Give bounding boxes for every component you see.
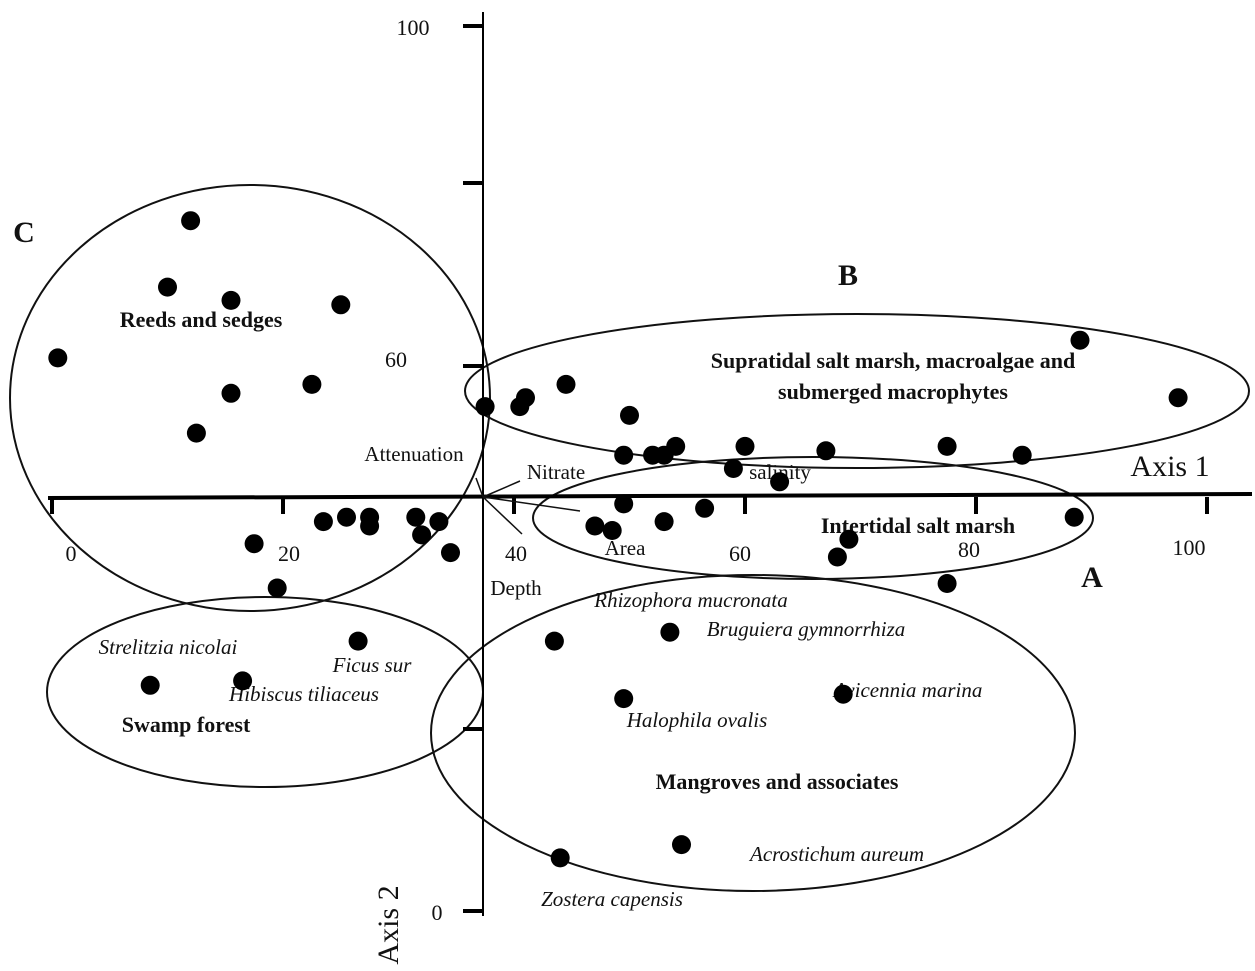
data-point bbox=[1012, 445, 1032, 465]
y-axis-title: Axis 2 bbox=[372, 885, 405, 964]
data-point bbox=[816, 441, 836, 461]
group-letter-b: B bbox=[838, 259, 858, 292]
species-label: Zostera capensis bbox=[541, 887, 683, 911]
data-point bbox=[1168, 388, 1188, 408]
species-label: Ficus sur bbox=[332, 653, 413, 677]
vector-nitrate bbox=[482, 480, 521, 498]
points-layer bbox=[48, 211, 1188, 868]
x-ticks bbox=[50, 497, 1209, 514]
data-point bbox=[672, 835, 691, 855]
data-point bbox=[620, 405, 639, 425]
data-point bbox=[475, 397, 495, 417]
data-point bbox=[550, 848, 570, 868]
data-point bbox=[186, 423, 206, 443]
data-point bbox=[331, 295, 351, 315]
data-point bbox=[158, 277, 177, 297]
group-label-swamp-forest: Swamp forest bbox=[122, 712, 251, 737]
env-label-depth: Depth bbox=[490, 576, 542, 600]
data-point bbox=[1064, 507, 1084, 527]
data-point bbox=[654, 512, 674, 532]
data-point bbox=[302, 374, 322, 394]
group-letter-a: A bbox=[1081, 561, 1103, 594]
y-tick-label: 100 bbox=[397, 15, 430, 40]
data-point bbox=[556, 374, 576, 394]
env-label-nitrate: Nitrate bbox=[527, 460, 585, 484]
vector-depth bbox=[482, 496, 523, 535]
data-point bbox=[181, 211, 201, 231]
x-tick-label: 100 bbox=[1173, 535, 1206, 560]
group-label-mangroves: Mangroves and associates bbox=[656, 769, 899, 794]
data-point bbox=[337, 507, 356, 527]
species-label: Hibiscus tiliaceus bbox=[228, 682, 379, 706]
data-point bbox=[614, 494, 634, 514]
x-tick-label: 60 bbox=[729, 541, 751, 566]
data-point bbox=[585, 516, 605, 536]
species-label: Halophila ovalis bbox=[626, 708, 768, 732]
data-point bbox=[833, 684, 853, 704]
data-point bbox=[666, 436, 686, 456]
data-point bbox=[735, 436, 755, 456]
y-ticks bbox=[463, 24, 483, 913]
data-point bbox=[441, 543, 460, 563]
data-point bbox=[429, 512, 449, 532]
stray-tick-label: 60 bbox=[385, 347, 407, 372]
species-label: Strelitzia nicolai bbox=[99, 635, 238, 659]
data-point bbox=[244, 534, 264, 554]
data-point bbox=[348, 631, 368, 651]
group-label-reeds: Reeds and sedges bbox=[120, 307, 283, 332]
data-point bbox=[660, 622, 680, 642]
vector-attenuation bbox=[475, 477, 484, 498]
data-point bbox=[1070, 330, 1090, 350]
data-point bbox=[827, 547, 847, 567]
group-label-supratidal: Supratidal salt marsh, macroalgae and sub… bbox=[711, 348, 1075, 404]
data-point bbox=[937, 436, 957, 456]
species-label: Avicennia marina bbox=[832, 678, 983, 702]
x-axis-title: Axis 1 bbox=[1130, 450, 1209, 483]
species-label: Acrostichum aureum bbox=[748, 842, 924, 866]
data-point bbox=[221, 383, 241, 403]
ellipse-supratidal bbox=[464, 313, 1250, 469]
species-label: Rhizophora mucronata bbox=[593, 588, 787, 612]
data-point bbox=[937, 574, 957, 593]
x-tick-label: 20 bbox=[278, 541, 300, 566]
data-point bbox=[695, 498, 715, 518]
x-axis bbox=[47, 492, 1253, 500]
data-point bbox=[614, 445, 634, 465]
environmental-vectors bbox=[475, 477, 581, 535]
y-tick-label: 0 bbox=[432, 900, 443, 925]
env-label-attenuation: Attenuation bbox=[364, 442, 464, 466]
vector-salinity bbox=[482, 496, 581, 512]
data-point bbox=[770, 472, 790, 492]
data-point bbox=[412, 525, 432, 545]
data-point bbox=[602, 521, 622, 540]
data-point bbox=[313, 512, 333, 532]
env-label-area: Area bbox=[605, 536, 646, 560]
data-point bbox=[406, 507, 426, 527]
data-point bbox=[221, 290, 241, 310]
ellipse-intertidal bbox=[532, 456, 1094, 580]
data-point bbox=[233, 671, 253, 691]
data-point bbox=[723, 459, 743, 478]
data-point bbox=[614, 689, 634, 709]
data-point bbox=[267, 578, 287, 598]
group-letter-c: C bbox=[13, 216, 35, 249]
data-point bbox=[839, 529, 859, 549]
data-point bbox=[140, 675, 160, 695]
data-point bbox=[544, 631, 564, 651]
data-point bbox=[510, 397, 530, 417]
x-tick-label: 0 bbox=[66, 541, 77, 566]
ellipse-mangroves bbox=[430, 574, 1076, 892]
data-point bbox=[360, 516, 380, 536]
x-tick-label: 40 bbox=[505, 541, 527, 566]
ellipse-reeds-and-sedges bbox=[9, 184, 491, 612]
data-point bbox=[48, 348, 68, 368]
species-label: Bruguiera gymnorrhiza bbox=[707, 617, 906, 641]
x-tick-label: 80 bbox=[958, 537, 980, 562]
